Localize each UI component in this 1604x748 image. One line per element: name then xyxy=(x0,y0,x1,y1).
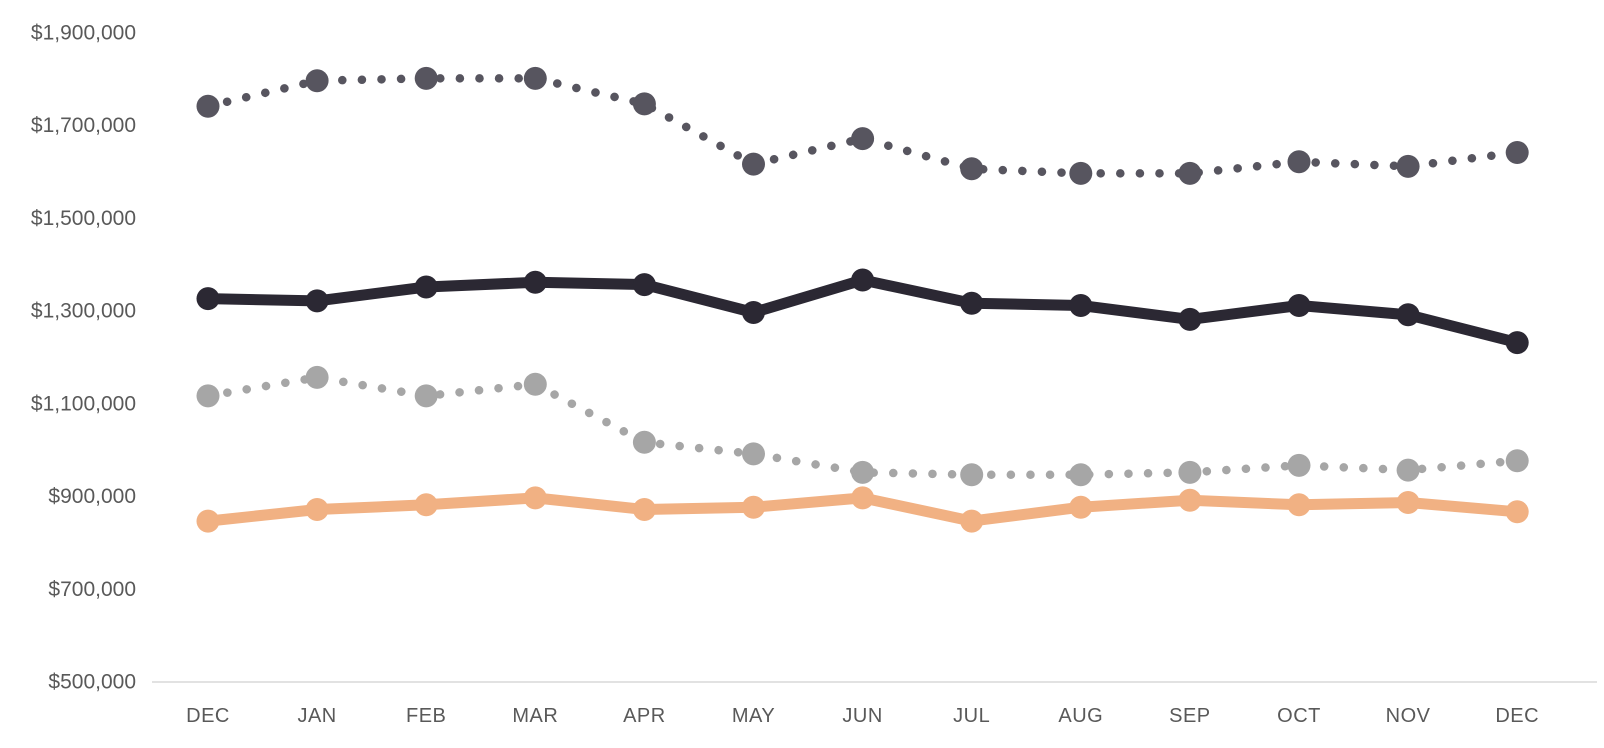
x-axis-label: DEC xyxy=(1495,705,1539,727)
peach-solid-series-point xyxy=(960,509,984,533)
black-solid-series-point xyxy=(1069,294,1093,317)
upper-dark-dotted-series-point xyxy=(742,152,765,176)
x-axis-label: JAN xyxy=(297,705,336,727)
black-solid-series-point xyxy=(632,273,656,297)
peach-solid-series-point xyxy=(1069,495,1093,519)
gray-dotted-series xyxy=(196,365,1529,487)
upper-dark-dotted-series-point xyxy=(305,69,329,93)
y-axis-tick-label: $1,300,000 xyxy=(31,300,136,323)
upper-dark-dotted-series-point xyxy=(632,92,656,116)
x-axis-label: NOV xyxy=(1386,705,1431,727)
x-axis-label: DEC xyxy=(186,705,230,727)
gray-dotted-series-point xyxy=(1505,449,1529,473)
upper-dark-dotted-series-point xyxy=(1178,161,1202,185)
upper-dark-dotted-series-point xyxy=(1396,154,1420,178)
upper-dark-dotted-series-point xyxy=(196,94,220,118)
peach-solid-series-point xyxy=(523,486,547,510)
black-solid-series-point xyxy=(1287,294,1311,317)
x-axis-label: MAR xyxy=(512,705,558,727)
black-solid-series-point xyxy=(523,270,547,294)
y-axis-tick-label: $500,000 xyxy=(48,671,136,694)
upper-dark-dotted-series-point xyxy=(960,157,984,181)
black-solid-series-point xyxy=(196,287,220,311)
x-axis-label: APR xyxy=(623,705,666,727)
upper-dark-dotted-series-point xyxy=(1287,150,1311,174)
x-axis-label: AUG xyxy=(1058,705,1103,727)
y-axis-tick-label: $1,700,000 xyxy=(31,114,136,137)
gray-dotted-series-point xyxy=(960,463,984,487)
black-solid-series-point xyxy=(414,275,438,299)
series-lines xyxy=(196,66,1529,533)
x-axis-label: SEP xyxy=(1169,705,1211,727)
x-axis-labels: DEC JAN FEB MAR APR MAY JUN JUL AUG SEP OCT NOV DEC xyxy=(186,705,1539,727)
x-axis-label: MAY xyxy=(732,705,775,727)
black-solid-series-point xyxy=(1178,307,1202,331)
x-axis-label: FEB xyxy=(406,705,446,727)
y-axis-tick-label: $1,100,000 xyxy=(31,392,136,415)
x-axis-label: JUL xyxy=(953,705,990,727)
gray-dotted-series-point xyxy=(632,430,656,454)
y-axis-tick-label: $1,900,000 xyxy=(31,22,136,45)
y-axis-tick-label: $900,000 xyxy=(48,485,136,508)
gray-dotted-series-point xyxy=(305,365,329,389)
peach-solid-series-point xyxy=(632,498,656,521)
peach-solid-series-point xyxy=(851,486,875,510)
upper-dark-dotted-series-point xyxy=(851,127,875,151)
gray-dotted-series-point xyxy=(1287,453,1311,477)
gray-dotted-series-point xyxy=(742,442,765,466)
peach-solid-series-point xyxy=(305,498,329,521)
gray-dotted-series-point xyxy=(196,384,220,408)
upper-dark-dotted-series-point xyxy=(523,66,547,90)
peach-solid-series-point xyxy=(1287,493,1311,517)
y-axis-tick-label: $700,000 xyxy=(48,578,136,601)
gray-dotted-series-point xyxy=(1396,458,1420,482)
gray-dotted-series-point xyxy=(1178,460,1202,484)
peach-solid-series-point xyxy=(1396,491,1420,514)
black-solid-series-point xyxy=(851,268,875,292)
y-axis-tick-label: $1,500,000 xyxy=(31,207,136,230)
gray-dotted-series-line xyxy=(203,373,1522,479)
x-axis-label: OCT xyxy=(1277,705,1321,727)
upper-dark-dotted-series xyxy=(196,66,1529,185)
upper-dark-dotted-series-point xyxy=(1069,161,1093,185)
x-axis-label: JUN xyxy=(842,705,882,727)
upper-dark-dotted-series-line xyxy=(203,74,1522,178)
peach-solid-series-point xyxy=(196,509,220,533)
peach-solid-series xyxy=(196,486,1529,533)
peach-solid-series-point xyxy=(742,495,765,519)
black-solid-series-point xyxy=(1396,303,1420,327)
black-solid-series-point xyxy=(305,289,329,313)
black-solid-series-point xyxy=(742,301,765,324)
peach-solid-series-point xyxy=(1178,488,1202,512)
y-axis-tick-labels: $1,900,000 $1,700,000 $1,500,000 $1,300,000… xyxy=(31,22,136,694)
gray-dotted-series-point xyxy=(851,460,875,484)
upper-dark-dotted-series-point xyxy=(1505,141,1529,164)
black-solid-series xyxy=(196,268,1529,355)
black-solid-series-point xyxy=(1505,331,1529,355)
gray-dotted-series-point xyxy=(523,372,547,396)
peach-solid-series-point xyxy=(1505,500,1529,524)
black-solid-series-point xyxy=(960,291,984,315)
gray-dotted-series-point xyxy=(1069,463,1093,487)
upper-dark-dotted-series-point xyxy=(414,66,438,90)
peach-solid-series-point xyxy=(414,493,438,517)
gray-dotted-series-point xyxy=(414,384,438,408)
